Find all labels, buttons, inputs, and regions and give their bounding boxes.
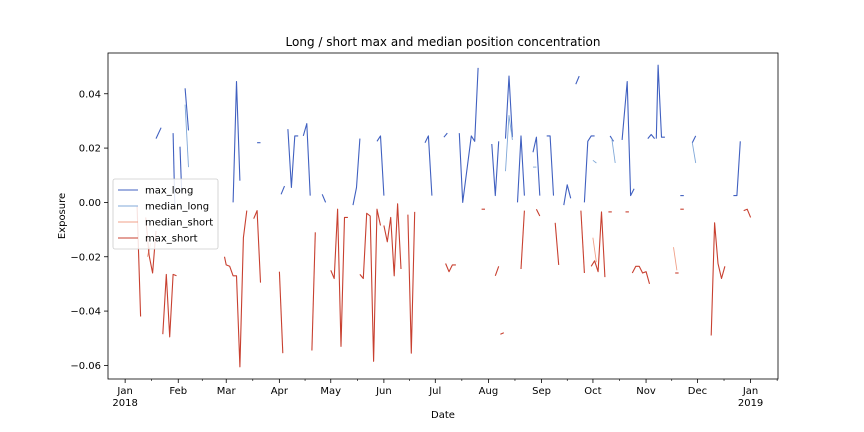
x-tick-label: Sep <box>532 386 551 397</box>
legend-label-median-short: median_short <box>145 218 213 229</box>
y-tick-label: −0.02 <box>70 252 101 263</box>
series-max-short <box>136 203 752 368</box>
max-short-segment-15 <box>520 210 525 270</box>
x-tick-label: Aug <box>479 386 499 397</box>
max-long-segment-11 <box>376 135 385 196</box>
max-short-segment-9 <box>383 203 402 277</box>
median-long-segment-1 <box>505 115 513 172</box>
series-median-long <box>184 104 697 172</box>
max-long-segment-28 <box>691 135 697 143</box>
series-layer <box>136 64 752 368</box>
x-tick-label: Oct <box>584 386 601 397</box>
y-tick-label: −0.06 <box>70 361 101 372</box>
max-short-segment-8 <box>359 208 382 362</box>
max-long-segment-25 <box>647 133 656 139</box>
max-short-segment-2 <box>162 273 177 338</box>
y-tick-label: 0.02 <box>79 144 101 155</box>
max-long-segment-15 <box>491 141 500 197</box>
x-tick-label: Jan <box>116 386 132 397</box>
x-tick-year-label: 2019 <box>738 398 763 409</box>
median-short-segment-1 <box>592 237 597 263</box>
median-long-segment-3 <box>592 159 597 164</box>
max-short-segment-25 <box>710 222 726 336</box>
x-tick-label: Nov <box>636 386 656 397</box>
series-max-long <box>155 64 741 206</box>
max-long-segment-22 <box>583 135 595 203</box>
legend-label-median-long: median_long <box>145 202 209 213</box>
max-long-segment-4 <box>232 80 241 203</box>
max-long-segment-14 <box>458 67 479 203</box>
max-long-segment-8 <box>302 123 311 196</box>
max-long-segment-12 <box>424 135 433 196</box>
max-short-segment-11 <box>445 263 456 273</box>
legend-label-max-short: max_short <box>145 234 198 245</box>
plot-frame <box>107 52 779 380</box>
y-axis: 0.04 0.02 0.00 −0.02 −0.04 −0.06 <box>70 89 108 372</box>
max-long-segment-17 <box>516 135 525 203</box>
x-tick-label: Mar <box>217 386 237 397</box>
max-short-segment-7 <box>330 208 348 347</box>
max-short-segment-5 <box>278 271 284 354</box>
max-short-segment-14 <box>500 332 505 335</box>
max-short-segment-6 <box>311 232 316 351</box>
max-long-segment-26 <box>655 64 665 139</box>
legend: max_long median_long median_short max_short <box>112 178 219 250</box>
x-axis-label: Date <box>431 410 455 421</box>
max-long-segment-19 <box>546 135 555 196</box>
y-tick-label: −0.04 <box>70 307 101 318</box>
max-long-segment-10 <box>352 138 361 206</box>
max-long-segment-16 <box>504 75 513 139</box>
max-long-segment-6 <box>280 185 286 195</box>
y-tick-label: 0.04 <box>79 89 101 100</box>
y-axis-label: Exposure <box>57 193 68 239</box>
x-tick-label: Feb <box>169 386 187 397</box>
median-long-segment-5 <box>691 142 697 164</box>
max-short-segment-22 <box>631 265 651 285</box>
x-tick-label: May <box>320 386 341 397</box>
x-tick-year-label: 2018 <box>112 398 137 409</box>
x-tick-label: Jan <box>742 386 758 397</box>
x-tick-label: Dec <box>688 386 707 397</box>
max-long-segment-13 <box>443 132 448 138</box>
max-short-segment-19 <box>590 211 606 278</box>
max-long-segment-7 <box>287 129 299 189</box>
median-long-segment-4 <box>611 138 616 164</box>
max-short-segment-13 <box>494 266 500 276</box>
max-short-segment-16 <box>535 208 541 217</box>
max-long-segment-0 <box>155 127 162 139</box>
legend-box <box>112 178 219 250</box>
max-long-segment-24 <box>621 80 635 197</box>
max-short-segment-3 <box>223 210 248 368</box>
max-long-segment-21 <box>575 75 580 85</box>
max-long-segment-18 <box>532 136 541 196</box>
median-long-segment-0 <box>184 104 189 168</box>
legend-label-max-long: max_long <box>145 186 193 197</box>
y-tick-label: 0.00 <box>79 198 101 209</box>
max-short-segment-26 <box>743 208 752 218</box>
x-tick-label: Jun <box>375 386 392 397</box>
median-short-segment-2 <box>673 247 678 271</box>
max-long-segment-9 <box>321 194 327 203</box>
max-short-segment-4 <box>253 210 262 283</box>
max-short-segment-10 <box>407 211 416 354</box>
max-short-segment-17 <box>554 222 560 265</box>
chart-title: Long / short max and median position con… <box>286 35 601 49</box>
max-short-segment-18 <box>580 210 585 274</box>
max-long-segment-20 <box>563 184 572 206</box>
x-tick-label: Apr <box>271 386 289 397</box>
max-long-segment-29 <box>733 141 741 197</box>
x-tick-label: Jul <box>428 386 441 397</box>
max-long-segment-3 <box>184 88 190 131</box>
